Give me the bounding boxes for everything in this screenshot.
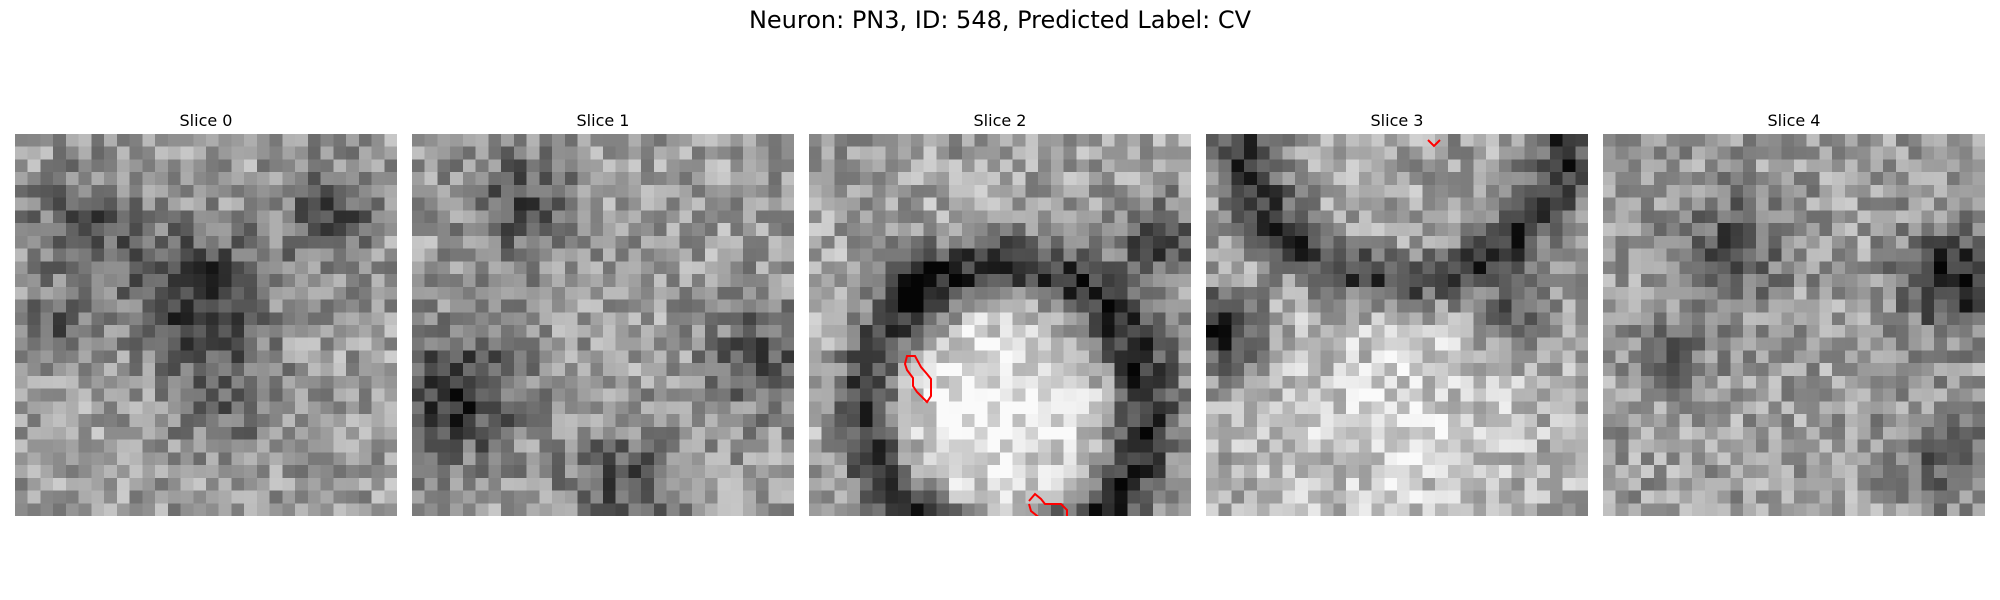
slice-title: Slice 4 [1767,111,1821,130]
slice-pixels [412,134,794,516]
slice-pixels [1206,134,1588,516]
slice-panel-0: Slice 0 [15,108,397,516]
slice-image-0 [15,134,397,516]
slice-image-3 [1206,134,1588,516]
segmentation-contour-a [903,355,932,404]
segmentation-contour-b [1028,492,1068,516]
slice-panel-2: Slice 2 [809,108,1191,516]
slice-image-4 [1603,134,1985,516]
slice-pixels [15,134,397,516]
figure-title: Neuron: PN3, ID: 548, Predicted Label: C… [748,6,1252,34]
slice-pixels [809,134,1191,516]
slice-title: Slice 0 [179,111,233,130]
slice-title: Slice 2 [973,111,1027,130]
slice-panel-4: Slice 4 [1603,108,1985,516]
slice-pixels [1603,134,1985,516]
slice-title: Slice 1 [576,111,630,130]
slice-panel-1: Slice 1 [412,108,794,516]
slice-panel-3: Slice 3 [1206,108,1588,516]
segmentation-contour-c [1427,139,1441,148]
slice-title: Slice 3 [1370,111,1424,130]
slice-image-1 [412,134,794,516]
slice-image-2 [809,134,1191,516]
